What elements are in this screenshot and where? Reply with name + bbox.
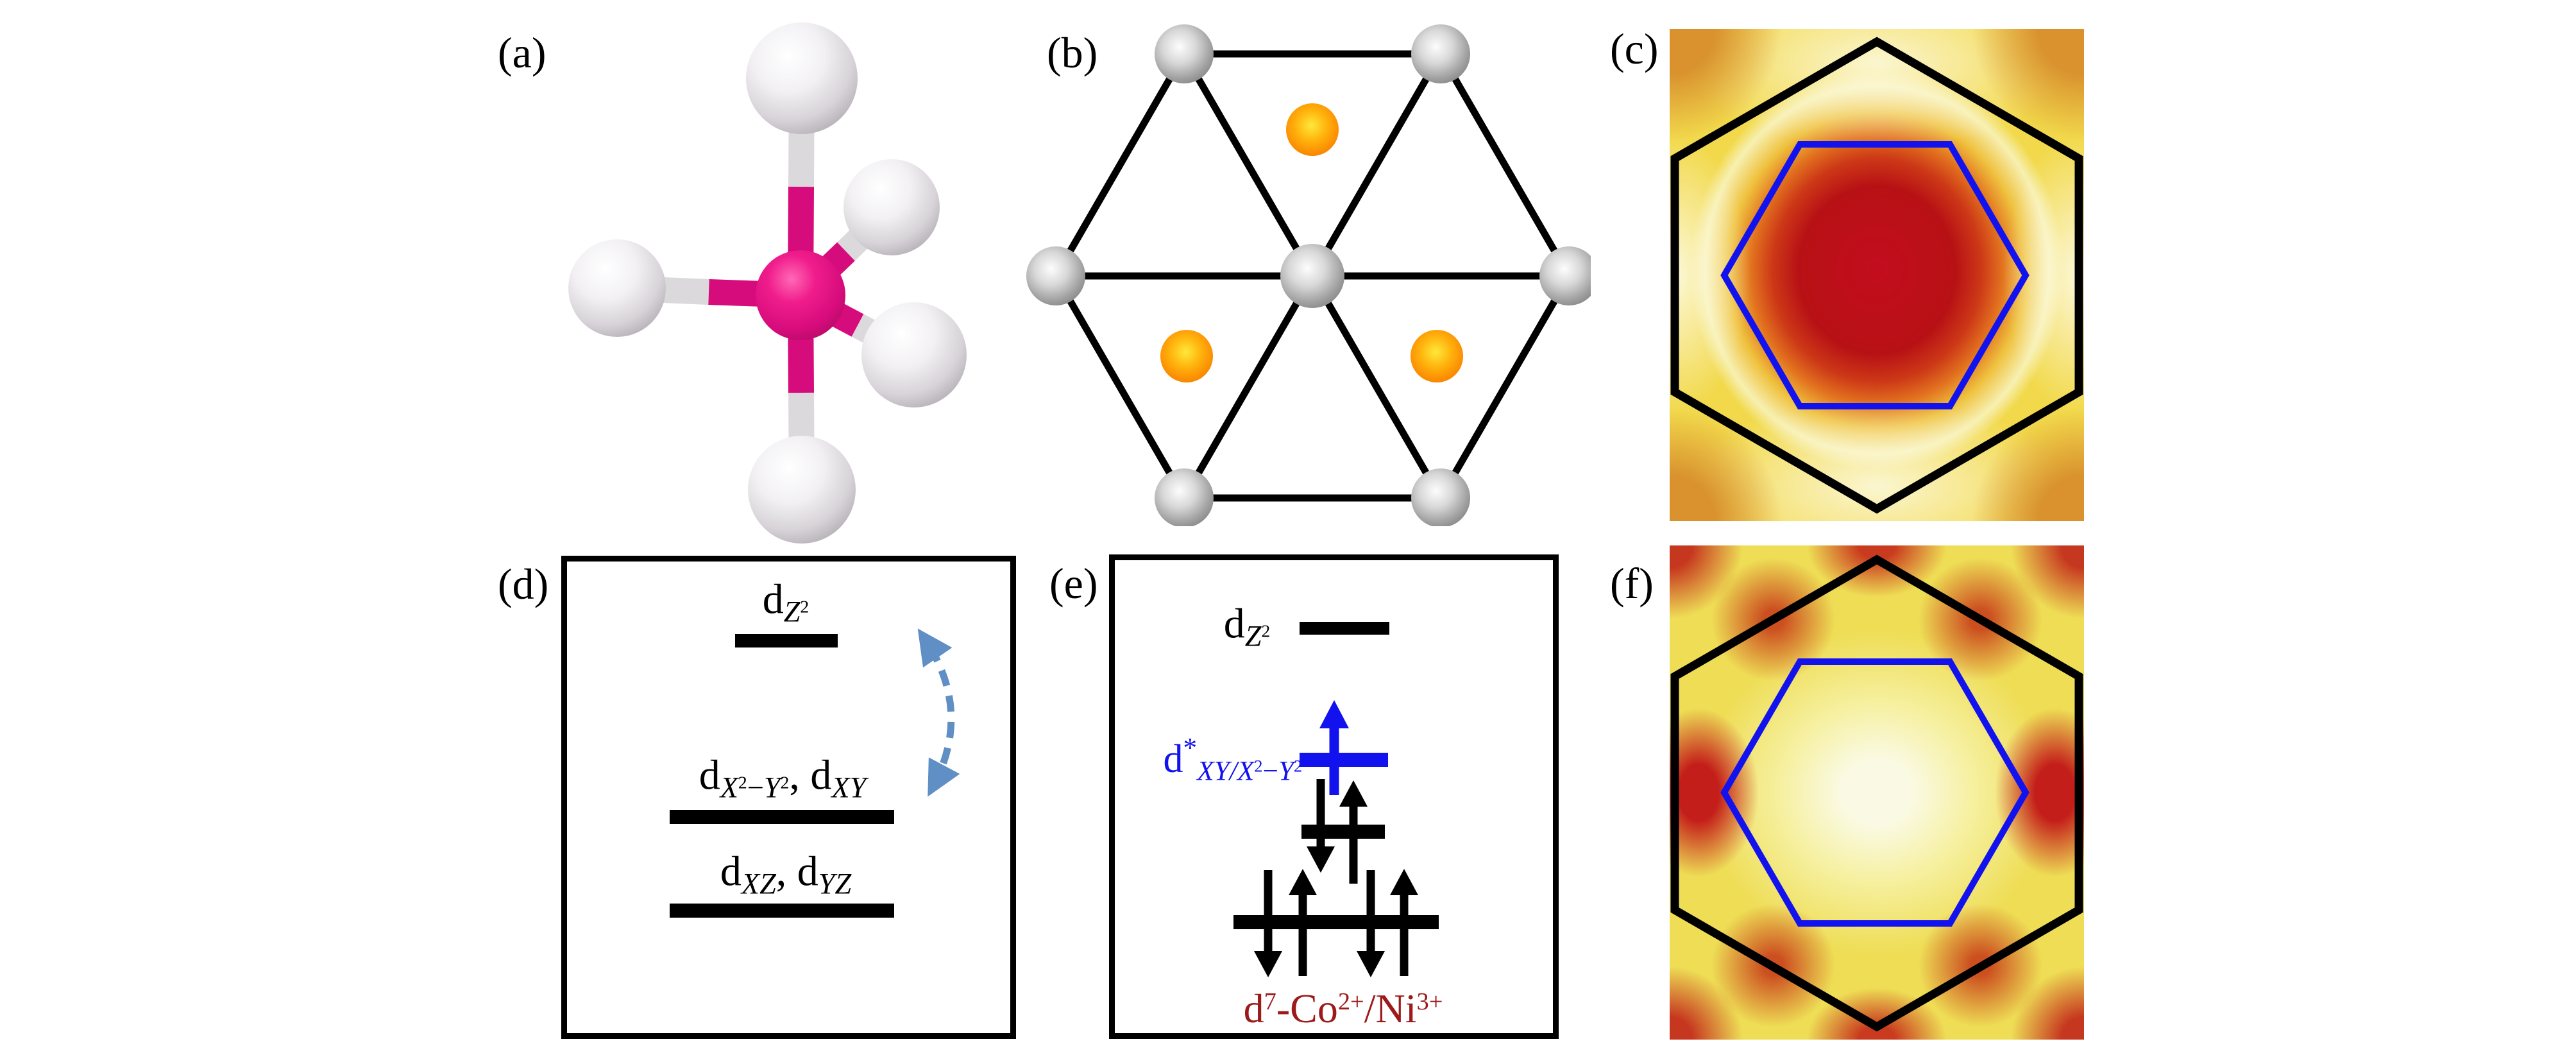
spin-up-arrow xyxy=(1289,869,1317,895)
triangular-lattice xyxy=(1026,24,1591,526)
level-bar-outplane xyxy=(670,904,894,918)
spin-up-arrow-blue xyxy=(1319,700,1349,728)
lattice-node xyxy=(1539,246,1591,305)
energy-diagram-box-d: dZ2 dX2−Y2, dXY dXZ, dYZ xyxy=(561,556,1016,1039)
spoke xyxy=(1309,274,1444,500)
panel-label-c: (c) xyxy=(1610,24,1659,73)
interstitial-atoms xyxy=(1160,103,1463,382)
panel-label-f: (f) xyxy=(1610,559,1654,608)
ligand-atom-back-right xyxy=(843,159,940,255)
blue-level-group xyxy=(1300,700,1388,795)
lattice-node xyxy=(1155,24,1214,83)
heatmap-f xyxy=(1670,545,2084,1040)
label-blue-level: d*XY/X2−Y2 xyxy=(1163,732,1302,787)
panel-label-b: (b) xyxy=(1047,28,1098,77)
spin-up-arrow xyxy=(1339,780,1368,807)
spin-down-arrow xyxy=(1357,951,1385,977)
label-dz2: dZ2 xyxy=(762,576,809,628)
heatmap-c-zones xyxy=(1670,37,2083,514)
spin-down-stem xyxy=(1316,779,1325,847)
level-bar-dz2 xyxy=(735,634,838,647)
lattice-node xyxy=(1026,246,1085,305)
ligand-atom-right-front xyxy=(861,302,967,407)
ligand-atom-bottom xyxy=(748,436,856,544)
lattice-node xyxy=(1155,468,1214,526)
label-d7-ion: d7-Co2+/Ni3+ xyxy=(1243,986,1443,1031)
lattice-node xyxy=(1411,24,1470,83)
spoke xyxy=(1181,52,1316,278)
spoke xyxy=(1181,274,1316,500)
molecule-octahedron xyxy=(568,22,967,544)
label-dz2: dZ2 xyxy=(1223,600,1271,653)
panel-label-e: (e) xyxy=(1049,559,1098,608)
brillouin-zone-black xyxy=(1670,37,2083,514)
heatmap-f-zones xyxy=(1670,554,2083,1032)
spin-down-stem xyxy=(1366,870,1375,952)
label-dxz-dyz: dXZ, dYZ xyxy=(720,848,852,900)
lattice-node-center xyxy=(1280,244,1344,308)
interstitial-atom-top xyxy=(1286,103,1339,156)
interstitial-atom-bottom-right xyxy=(1411,330,1463,382)
interstitial-atom-bottom-left xyxy=(1160,330,1213,382)
energy-levels-d xyxy=(670,628,960,918)
spin-up-arrow xyxy=(1390,869,1418,895)
panel-label-d: (d) xyxy=(498,560,549,608)
level-bar-dz2 xyxy=(1300,622,1389,635)
spin-up-stem xyxy=(1298,894,1307,976)
spin-up-stem-blue xyxy=(1329,727,1339,795)
energy-diagram-box-e: dZ2 d*XY/X2−Y2 d7-Co2+/Ni3+ xyxy=(1109,554,1559,1039)
ligand-atom-left xyxy=(568,239,666,337)
spin-down-arrow xyxy=(1254,951,1282,977)
level-bar-inplane xyxy=(670,810,894,824)
exchange-double-arrow xyxy=(917,628,960,797)
brillouin-zone-black xyxy=(1670,554,2083,1032)
spin-down-arrow xyxy=(1307,846,1335,873)
label-dx2y2-dxy: dX2−Y2, dXY xyxy=(699,751,867,804)
central-metal-atom xyxy=(756,250,845,340)
mid-level-group xyxy=(1301,779,1385,884)
brillouin-zone-blue xyxy=(1720,658,2029,927)
lattice-nodes xyxy=(1026,24,1591,526)
level-bar-blue xyxy=(1300,753,1388,767)
spin-up-stem xyxy=(1400,894,1409,976)
lattice-node xyxy=(1411,468,1470,526)
brillouin-zone-blue xyxy=(1720,141,2029,409)
spin-down-stem xyxy=(1264,870,1273,952)
energy-levels-e xyxy=(1233,622,1439,977)
low-level-group xyxy=(1233,869,1439,977)
ligand-atom-top xyxy=(746,22,858,134)
level-bar-mid xyxy=(1301,825,1385,839)
spin-up-stem xyxy=(1349,805,1358,884)
spoke xyxy=(1309,52,1444,278)
panel-label-a: (a) xyxy=(498,28,547,77)
heatmap-c xyxy=(1670,29,2084,521)
level-bar-low xyxy=(1233,915,1439,929)
